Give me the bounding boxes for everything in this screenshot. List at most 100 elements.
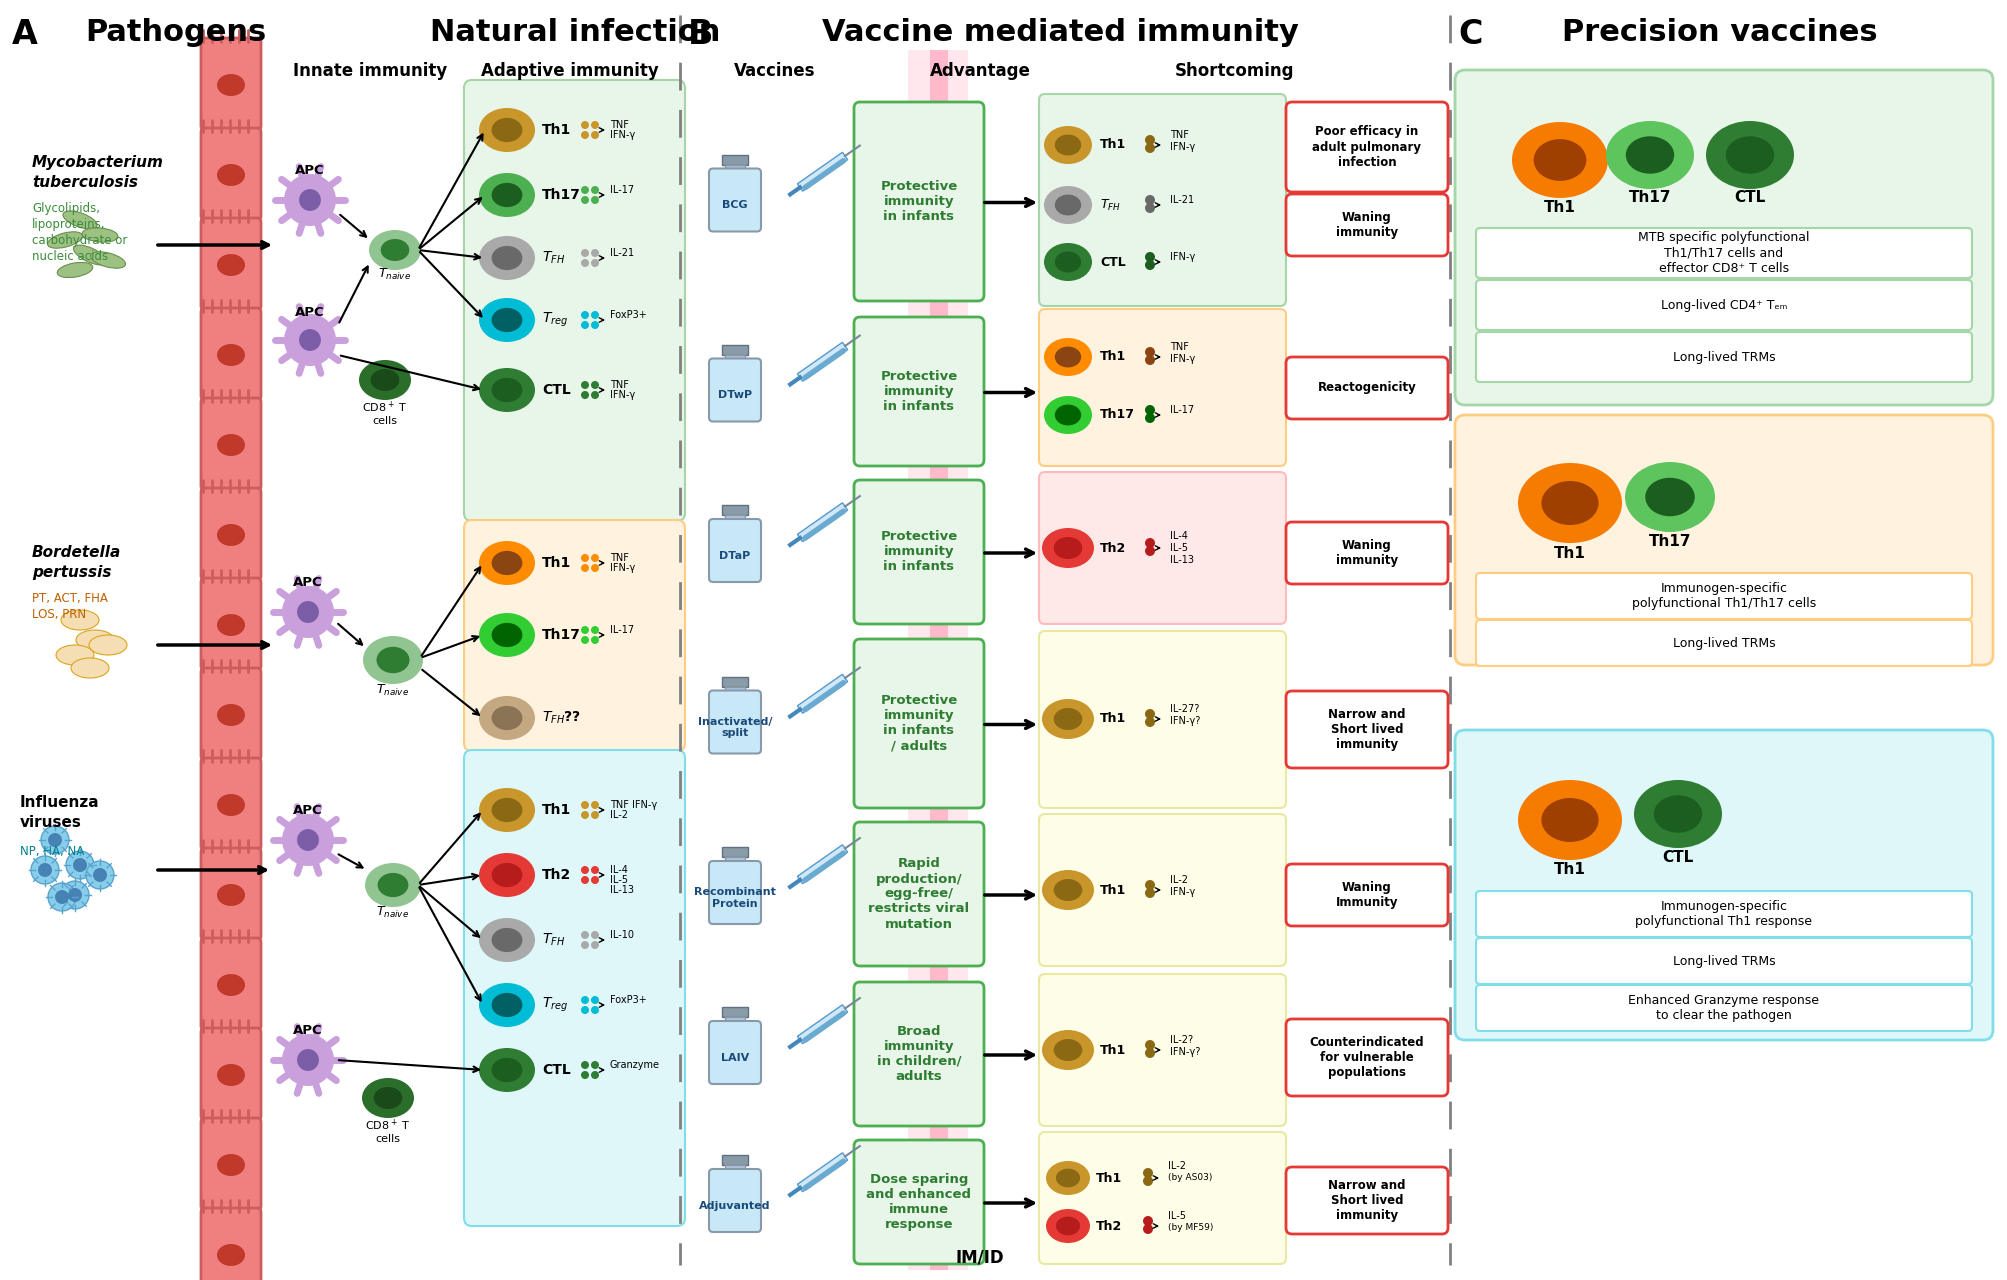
Text: $T_{reg}$: $T_{reg}$ — [542, 311, 568, 329]
Bar — [723, 1007, 749, 1018]
Text: CTL: CTL — [542, 383, 570, 397]
Text: Th1: Th1 — [1100, 351, 1126, 364]
Text: cells: cells — [373, 416, 397, 426]
Circle shape — [54, 890, 68, 904]
Circle shape — [580, 564, 588, 572]
Text: Th17: Th17 — [1628, 191, 1670, 206]
Bar — [725, 355, 745, 362]
Ellipse shape — [359, 360, 411, 399]
Circle shape — [580, 812, 588, 819]
Text: Protective
immunity
in infants: Protective immunity in infants — [879, 370, 957, 413]
Text: DTaP: DTaP — [719, 550, 751, 561]
Text: Waning
immunity: Waning immunity — [1335, 539, 1397, 567]
Text: APC: APC — [293, 804, 323, 817]
Text: Pathogens: Pathogens — [84, 18, 267, 47]
Text: CTL: CTL — [542, 1062, 570, 1076]
FancyBboxPatch shape — [708, 861, 761, 924]
FancyBboxPatch shape — [708, 358, 761, 421]
Text: A: A — [12, 18, 38, 51]
Text: Precision vaccines: Precision vaccines — [1561, 18, 1877, 47]
Ellipse shape — [1044, 125, 1092, 164]
Circle shape — [590, 931, 598, 940]
Text: APC: APC — [293, 1024, 323, 1037]
FancyBboxPatch shape — [853, 102, 983, 301]
Ellipse shape — [492, 993, 522, 1018]
Circle shape — [590, 131, 598, 140]
Circle shape — [590, 250, 598, 257]
Ellipse shape — [492, 183, 522, 207]
Text: carbohydrate or: carbohydrate or — [32, 234, 126, 247]
Text: IL-4: IL-4 — [1170, 531, 1188, 541]
Circle shape — [590, 390, 598, 399]
Circle shape — [1144, 709, 1154, 719]
Bar — [723, 677, 749, 686]
Text: IL-13: IL-13 — [1170, 556, 1194, 564]
Ellipse shape — [373, 1087, 401, 1108]
Ellipse shape — [217, 524, 245, 547]
Circle shape — [60, 881, 88, 909]
Text: Influenza: Influenza — [20, 795, 100, 810]
Polygon shape — [797, 152, 847, 191]
Circle shape — [66, 851, 94, 879]
Ellipse shape — [492, 705, 522, 730]
FancyBboxPatch shape — [201, 38, 261, 131]
Text: $T_{naive}$: $T_{naive}$ — [375, 905, 409, 919]
Circle shape — [580, 381, 588, 389]
Circle shape — [590, 812, 598, 819]
Text: Narrow and
Short lived
immunity: Narrow and Short lived immunity — [1327, 708, 1405, 751]
Ellipse shape — [480, 108, 534, 152]
FancyBboxPatch shape — [1475, 228, 1971, 278]
Text: Vaccine mediated immunity: Vaccine mediated immunity — [821, 18, 1299, 47]
Text: Th2: Th2 — [542, 868, 570, 882]
Text: cells: cells — [375, 1134, 399, 1144]
Circle shape — [297, 602, 319, 623]
Ellipse shape — [1056, 1217, 1080, 1235]
Ellipse shape — [1054, 404, 1080, 425]
Text: Th1: Th1 — [1553, 863, 1586, 878]
Circle shape — [590, 186, 598, 195]
Circle shape — [72, 858, 86, 872]
Text: Bordetella: Bordetella — [32, 545, 120, 561]
Circle shape — [590, 554, 598, 562]
Text: Natural infection: Natural infection — [429, 18, 721, 47]
FancyBboxPatch shape — [853, 639, 983, 808]
Text: IFN-γ?: IFN-γ? — [1170, 716, 1200, 726]
Circle shape — [297, 1050, 319, 1071]
Text: BCG: BCG — [723, 201, 747, 210]
Circle shape — [580, 931, 588, 940]
Ellipse shape — [60, 611, 98, 630]
Ellipse shape — [1042, 1030, 1094, 1070]
Text: Long-lived TRMs: Long-lived TRMs — [1672, 351, 1774, 364]
Text: $T_{FH}$: $T_{FH}$ — [542, 250, 564, 266]
Circle shape — [1144, 204, 1154, 212]
Ellipse shape — [217, 164, 245, 186]
FancyBboxPatch shape — [1038, 814, 1284, 966]
Ellipse shape — [480, 788, 534, 832]
Text: Waning
Immunity: Waning Immunity — [1335, 881, 1397, 909]
Ellipse shape — [381, 239, 409, 261]
Circle shape — [590, 1061, 598, 1069]
Ellipse shape — [480, 173, 534, 218]
Circle shape — [580, 996, 588, 1004]
Ellipse shape — [1634, 780, 1722, 847]
Text: TNF: TNF — [610, 553, 628, 563]
FancyBboxPatch shape — [1455, 730, 1993, 1039]
Text: IL-13: IL-13 — [610, 884, 634, 895]
Ellipse shape — [217, 344, 245, 366]
Circle shape — [1142, 1167, 1152, 1178]
Ellipse shape — [480, 983, 534, 1027]
FancyBboxPatch shape — [201, 398, 261, 490]
FancyBboxPatch shape — [201, 668, 261, 760]
Ellipse shape — [1054, 538, 1082, 559]
Circle shape — [580, 122, 588, 129]
Ellipse shape — [480, 852, 534, 897]
Text: Counterindicated
for vulnerable
populations: Counterindicated for vulnerable populati… — [1309, 1036, 1423, 1079]
FancyBboxPatch shape — [1284, 102, 1447, 192]
Circle shape — [1144, 134, 1154, 145]
Text: Dose sparing
and enhanced
immune
response: Dose sparing and enhanced immune respons… — [867, 1172, 971, 1231]
FancyBboxPatch shape — [853, 822, 983, 966]
Circle shape — [590, 626, 598, 634]
Text: (by AS03): (by AS03) — [1168, 1174, 1212, 1183]
Circle shape — [580, 311, 588, 319]
Text: nucleic acids: nucleic acids — [32, 250, 108, 262]
